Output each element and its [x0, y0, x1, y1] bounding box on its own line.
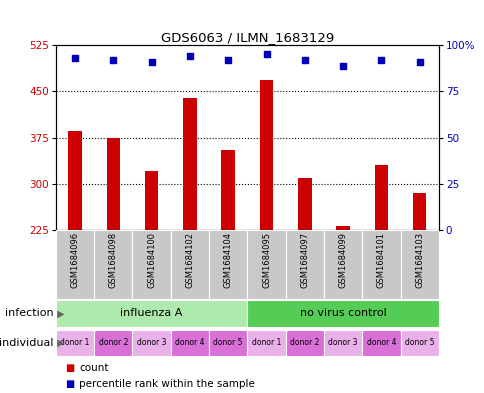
- Text: donor 3: donor 3: [328, 338, 357, 347]
- Point: [109, 57, 117, 63]
- Point: [262, 51, 270, 57]
- Text: GSM1684102: GSM1684102: [185, 232, 194, 288]
- Bar: [56, 300, 247, 327]
- Bar: [285, 330, 323, 356]
- Bar: [400, 330, 438, 356]
- Text: infection: infection: [5, 309, 53, 318]
- Text: GSM1684098: GSM1684098: [108, 232, 118, 288]
- Text: ▶: ▶: [54, 338, 65, 348]
- Bar: [362, 230, 400, 299]
- Bar: [145, 171, 158, 230]
- Bar: [221, 150, 234, 230]
- Text: percentile rank within the sample: percentile rank within the sample: [79, 379, 255, 389]
- Text: donor 1: donor 1: [251, 338, 281, 347]
- Bar: [94, 230, 132, 299]
- Text: ▶: ▶: [54, 309, 65, 318]
- Point: [377, 57, 384, 63]
- Text: donor 1: donor 1: [60, 338, 90, 347]
- Bar: [374, 165, 387, 230]
- Bar: [412, 193, 425, 230]
- Text: GSM1684099: GSM1684099: [338, 232, 347, 288]
- Bar: [170, 230, 209, 299]
- Title: GDS6063 / ILMN_1683129: GDS6063 / ILMN_1683129: [160, 31, 333, 44]
- Bar: [132, 230, 170, 299]
- Text: GSM1684103: GSM1684103: [414, 232, 424, 288]
- Point: [224, 57, 231, 63]
- Text: donor 5: donor 5: [213, 338, 242, 347]
- Bar: [336, 226, 349, 230]
- Bar: [298, 178, 311, 230]
- Bar: [183, 97, 196, 230]
- Text: GSM1684097: GSM1684097: [300, 232, 309, 288]
- Bar: [56, 330, 94, 356]
- Text: GSM1684104: GSM1684104: [223, 232, 232, 288]
- Text: GSM1684101: GSM1684101: [376, 232, 385, 288]
- Bar: [94, 330, 132, 356]
- Text: individual: individual: [0, 338, 53, 348]
- Point: [185, 53, 193, 59]
- Bar: [106, 138, 120, 230]
- Text: ■: ■: [65, 379, 75, 389]
- Text: donor 3: donor 3: [136, 338, 166, 347]
- Bar: [170, 330, 209, 356]
- Text: GSM1684095: GSM1684095: [261, 232, 271, 288]
- Bar: [132, 330, 170, 356]
- Bar: [247, 300, 438, 327]
- Point: [300, 57, 308, 63]
- Bar: [68, 131, 81, 230]
- Bar: [56, 230, 94, 299]
- Bar: [209, 330, 247, 356]
- Text: donor 5: donor 5: [404, 338, 434, 347]
- Point: [415, 59, 423, 65]
- Bar: [285, 230, 323, 299]
- Bar: [247, 230, 285, 299]
- Text: donor 2: donor 2: [289, 338, 319, 347]
- Text: ■: ■: [65, 363, 75, 373]
- Text: donor 4: donor 4: [175, 338, 204, 347]
- Bar: [400, 230, 438, 299]
- Bar: [247, 330, 285, 356]
- Bar: [323, 230, 362, 299]
- Text: donor 2: donor 2: [98, 338, 128, 347]
- Bar: [362, 330, 400, 356]
- Text: GSM1684096: GSM1684096: [70, 232, 79, 288]
- Bar: [323, 330, 362, 356]
- Point: [147, 59, 155, 65]
- Point: [338, 62, 346, 69]
- Text: no virus control: no virus control: [299, 309, 386, 318]
- Bar: [259, 80, 272, 230]
- Text: count: count: [79, 363, 108, 373]
- Bar: [209, 230, 247, 299]
- Point: [71, 55, 78, 61]
- Text: influenza A: influenza A: [120, 309, 182, 318]
- Text: donor 4: donor 4: [366, 338, 395, 347]
- Text: GSM1684100: GSM1684100: [147, 232, 156, 288]
